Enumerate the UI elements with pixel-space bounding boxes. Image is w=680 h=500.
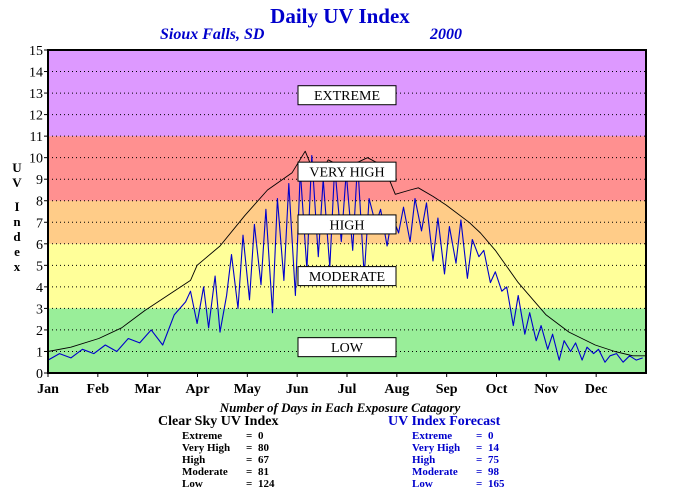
y-tick-label: 2	[36, 324, 43, 339]
forecast-counts-table: Extreme = 0 Very High = 14 High = 75 Moderate =…	[412, 430, 505, 490]
x-tick-label: Jan	[37, 382, 59, 397]
count-label: Extreme	[182, 430, 223, 442]
forecast-heading: UV Index Forecast	[388, 414, 501, 429]
band-label-box	[297, 337, 397, 358]
count-row: Low = 124	[182, 478, 275, 490]
clear-sky-counts-table: Extreme = 0 Very High = 80 High = 67 Moderate =…	[182, 430, 275, 490]
location-label: Sioux Falls, SD	[160, 26, 265, 43]
y-axis-label-char: e	[14, 244, 20, 259]
count-label: Moderate	[182, 466, 228, 478]
count-value: 80	[258, 442, 269, 454]
y-tick-label: 15	[29, 44, 43, 59]
band-label: HIGH	[330, 218, 365, 233]
y-tick-label: 10	[29, 152, 43, 167]
count-row: Moderate = 81	[182, 466, 275, 478]
x-tick-label: Jul	[338, 382, 357, 397]
y-axis-label-char: U	[12, 160, 22, 175]
x-tick-label: Oct	[486, 382, 508, 397]
y-tick-label: 1	[36, 345, 43, 360]
y-tick-label: 4	[36, 281, 43, 296]
x-tick-label: Feb	[87, 382, 110, 397]
x-tick-label: Nov	[534, 382, 558, 397]
count-label: Extreme	[412, 430, 453, 442]
band-label-box	[297, 85, 397, 106]
count-value: 67	[258, 454, 269, 466]
counts-title: Number of Days in Each Exposure Catagory	[219, 400, 461, 415]
y-tick-label: 11	[30, 130, 43, 145]
count-value: 124	[258, 478, 275, 490]
y-axis-label-char: d	[13, 229, 21, 244]
count-value: 165	[488, 478, 505, 490]
count-row: High = 75	[412, 454, 505, 466]
count-row: Very High = 80	[182, 442, 275, 454]
count-value: 14	[488, 442, 499, 454]
count-row: Moderate = 98	[412, 466, 505, 478]
y-tick-label: 6	[36, 238, 43, 253]
count-label: High	[412, 454, 436, 466]
band-label-box	[297, 214, 397, 235]
count-row: High = 67	[182, 454, 275, 466]
y-tick-label: 8	[36, 195, 43, 210]
y-axis-label-char: I	[14, 199, 20, 214]
count-value: 0	[488, 430, 494, 442]
band-label: EXTREME	[314, 89, 380, 104]
y-axis-label: U V I n d e x	[10, 160, 24, 274]
clear-sky-series-line	[47, 150, 646, 357]
band-label: MODERATE	[309, 270, 385, 285]
y-tick-label: 5	[36, 259, 43, 274]
band-label: LOW	[331, 341, 364, 356]
chart-title: Daily UV Index	[270, 4, 410, 28]
count-value: 81	[258, 466, 269, 478]
count-row: Very High = 14	[412, 442, 505, 454]
y-tick-label: 7	[36, 216, 43, 231]
forecast-counts-panel: UV Index Forecast Extreme = 0 Very High = 14…	[388, 414, 505, 490]
count-label: Very High	[182, 442, 231, 454]
y-tick-label: 9	[36, 173, 43, 188]
x-tick-label: Sep	[436, 382, 458, 397]
x-tick-label: Aug	[384, 382, 409, 397]
x-tick-label: Jun	[286, 382, 309, 397]
band-label: VERY HIGH	[309, 166, 384, 181]
count-row: Extreme = 0	[412, 430, 505, 442]
y-tick-label: 12	[29, 109, 43, 124]
count-label: High	[182, 454, 206, 466]
count-label: Moderate	[412, 466, 458, 478]
y-tick-label: 13	[29, 87, 43, 102]
count-label: Very High	[412, 442, 461, 454]
y-axis-label-char: n	[13, 214, 21, 229]
count-value: 75	[488, 454, 499, 466]
clear-sky-counts-panel: Clear Sky UV Index Extreme = 0 Very High = 8…	[158, 414, 278, 490]
count-row: Low = 165	[412, 478, 505, 490]
y-tick-label: 0	[36, 367, 43, 382]
y-axis-label-char: V	[12, 175, 22, 190]
x-tick-label: Mar	[134, 382, 160, 397]
count-label: Low	[412, 478, 433, 490]
x-tick-label: May	[234, 382, 261, 397]
year-label: 2000	[430, 26, 462, 43]
x-tick-label: Dec	[585, 382, 608, 397]
band-label-box	[297, 161, 397, 182]
count-row: Extreme = 0	[182, 430, 275, 442]
y-tick-label: 14	[29, 66, 43, 81]
count-label: Low	[182, 478, 203, 490]
count-value: 98	[488, 466, 499, 478]
clear-sky-heading: Clear Sky UV Index	[158, 414, 279, 429]
band-label-box	[297, 266, 397, 287]
y-axis-label-char: x	[13, 259, 21, 274]
count-value: 0	[258, 430, 264, 442]
y-tick-label: 3	[36, 302, 43, 317]
x-tick-label: Apr	[185, 382, 209, 397]
